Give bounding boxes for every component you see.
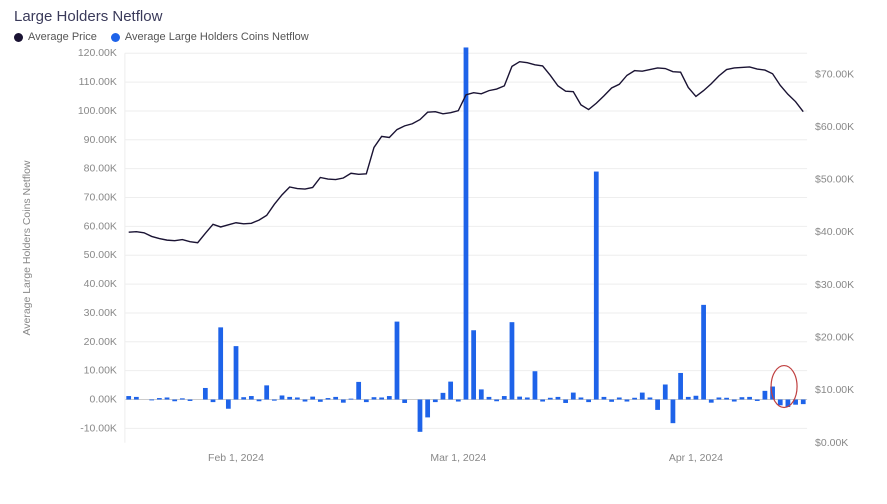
chart-title: Large Holders Netflow — [14, 8, 869, 25]
svg-text:110.00K: 110.00K — [79, 77, 117, 88]
svg-text:Feb 1, 2024: Feb 1, 2024 — [208, 453, 264, 464]
svg-text:$40.00K: $40.00K — [815, 227, 854, 238]
svg-text:$10.00K: $10.00K — [815, 385, 854, 396]
svg-text:70.00K: 70.00K — [84, 193, 117, 204]
legend-item-price: Average Price — [14, 31, 97, 43]
svg-text:10.00K: 10.00K — [84, 366, 117, 377]
legend-item-netflow: Average Large Holders Coins Netflow — [111, 31, 309, 43]
svg-text:$50.00K: $50.00K — [815, 175, 854, 186]
chart-svg: -10.00K 0.00K 10.00K 20.00K 30.00K 40.00K 50.0… — [10, 47, 869, 477]
legend-label-netflow: Average Large Holders Coins Netflow — [125, 31, 309, 43]
svg-text:$30.00K: $30.00K — [815, 280, 854, 291]
svg-text:120.00K: 120.00K — [78, 48, 117, 59]
svg-text:Mar 1, 2024: Mar 1, 2024 — [430, 453, 486, 464]
legend-dot-netflow — [111, 33, 120, 42]
legend: Average Price Average Large Holders Coin… — [14, 31, 869, 43]
svg-text:-10.00K: -10.00K — [80, 423, 117, 434]
svg-text:$20.00K: $20.00K — [815, 333, 854, 344]
chart-area: -10.00K 0.00K 10.00K 20.00K 30.00K 40.00K 50.0… — [10, 47, 869, 477]
svg-text:$60.00K: $60.00K — [815, 122, 854, 133]
svg-text:90.00K: 90.00K — [84, 135, 117, 146]
svg-text:60.00K: 60.00K — [84, 221, 117, 232]
svg-text:Average Large Holders Coins Ne: Average Large Holders Coins Netflow — [22, 160, 33, 335]
svg-text:20.00K: 20.00K — [84, 337, 117, 348]
svg-text:50.00K: 50.00K — [84, 250, 117, 261]
svg-text:30.00K: 30.00K — [84, 308, 117, 319]
svg-text:$70.00K: $70.00K — [815, 69, 854, 80]
svg-text:$0.00K: $0.00K — [815, 438, 848, 449]
legend-label-price: Average Price — [28, 31, 97, 43]
svg-text:Apr 1, 2024: Apr 1, 2024 — [669, 453, 723, 464]
svg-text:40.00K: 40.00K — [84, 279, 117, 290]
legend-dot-price — [14, 33, 23, 42]
svg-text:80.00K: 80.00K — [84, 164, 117, 175]
svg-text:0.00K: 0.00K — [90, 395, 117, 406]
svg-text:100.00K: 100.00K — [78, 106, 117, 117]
